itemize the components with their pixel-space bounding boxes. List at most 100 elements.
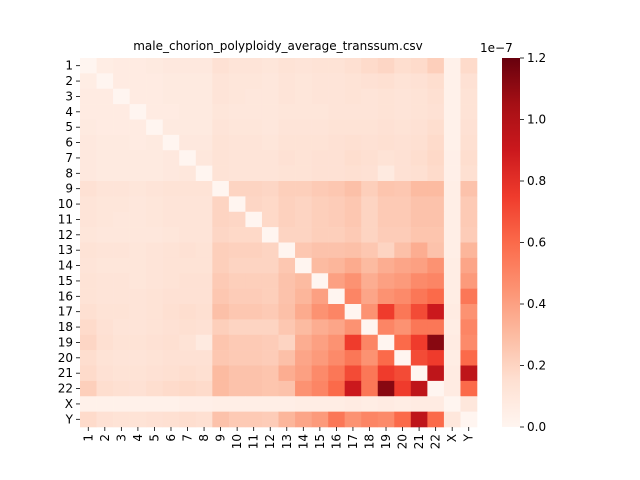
heatmap-cell-2-7 (179, 73, 197, 90)
heatmap-cell-21-18 (361, 365, 379, 382)
heatmap-cell-9-16 (328, 181, 345, 197)
heatmap-cell-8-11 (245, 165, 263, 182)
heatmap-cell-20-19 (377, 350, 395, 366)
heatmap-cell-22-1 (80, 380, 97, 397)
y-tick-label-3: 3 (65, 89, 73, 103)
heatmap-cell-13-5 (146, 242, 164, 259)
heatmap-cell-X-19 (377, 396, 395, 412)
heatmap-cell-10-8 (195, 196, 213, 213)
heatmap-cell-12-19 (377, 227, 395, 243)
heatmap-cell-4-21 (410, 104, 428, 120)
heatmap-cell-20-4 (129, 350, 147, 366)
y-tick-label-20: 20 (58, 351, 73, 365)
heatmap-cell-20-3 (113, 350, 130, 366)
chart-title: male_chorion_polyploidy_average_transsum… (133, 39, 423, 53)
heatmap-cell-5-18 (361, 119, 379, 136)
heatmap-cell-4-19 (377, 104, 395, 120)
heatmap-cell-16-3 (113, 288, 130, 305)
heatmap-cell-6-8 (195, 134, 213, 151)
y-tick-label-8: 8 (65, 166, 73, 180)
heatmap-cell-Y-2 (96, 411, 114, 428)
heatmap-cell-22-4 (129, 380, 147, 397)
heatmap-cell-21-13 (278, 365, 296, 382)
heatmap-cell-13-16 (328, 242, 345, 259)
heatmap-cell-1-7 (179, 58, 197, 74)
heatmap-cell-5-22 (427, 119, 445, 136)
heatmap-cell-16-4 (129, 288, 147, 305)
colorbar-exponent-label: 1e−7 (480, 41, 513, 55)
heatmap-cell-6-20 (394, 134, 412, 151)
x-tick-label-16: 16 (329, 434, 343, 449)
y-tick-label-21: 21 (58, 366, 73, 380)
x-tick-label-Y: Y (462, 433, 476, 442)
heatmap-cell-11-11 (245, 211, 263, 228)
heatmap-cell-9-8 (195, 181, 213, 197)
y-tick-label-15: 15 (58, 274, 73, 288)
heatmap-cell-16-5 (146, 288, 164, 305)
heatmap-cell-2-21 (410, 73, 428, 90)
heatmap-cell-13-15 (311, 242, 329, 259)
heatmap-cell-7-20 (394, 150, 412, 166)
heatmap-cell-17-20 (394, 304, 412, 320)
heatmap-cell-10-18 (361, 196, 379, 213)
heatmap-cell-17-13 (278, 304, 296, 320)
heatmap-cell-13-4 (129, 242, 147, 259)
y-tick-label-12: 12 (58, 228, 73, 242)
heatmap-cell-Y-Y (460, 411, 478, 428)
y-tick-label-10: 10 (58, 197, 73, 211)
heatmap-cell-15-21 (410, 273, 428, 289)
heatmap-cell-1-19 (377, 58, 395, 74)
heatmap-cell-Y-15 (311, 411, 329, 428)
heatmap-cell-16-14 (295, 288, 312, 305)
heatmap-cell-20-15 (311, 350, 329, 366)
heatmap-cell-15-16 (328, 273, 345, 289)
heatmap-cell-Y-22 (427, 411, 445, 428)
heatmap-cell-12-1 (80, 227, 97, 243)
heatmap-cell-4-X (443, 104, 461, 120)
heatmap-cell-12-2 (96, 227, 114, 243)
heatmap-cell-4-20 (394, 104, 412, 120)
heatmap-cell-17-Y (460, 304, 478, 320)
heatmap-cell-3-10 (228, 88, 246, 105)
heatmap-cell-9-6 (162, 181, 180, 197)
heatmap-cell-20-12 (261, 350, 279, 366)
heatmap-cell-4-7 (179, 104, 197, 120)
y-tick-label-13: 13 (58, 243, 73, 257)
heatmap-cell-13-19 (377, 242, 395, 259)
heatmap-cell-6-7 (179, 134, 197, 151)
heatmap-cell-1-10 (228, 58, 246, 74)
heatmap-cell-1-13 (278, 58, 296, 74)
heatmap-cell-16-22 (427, 288, 445, 305)
heatmap-cell-7-17 (344, 150, 362, 166)
heatmap-cell-19-7 (179, 334, 197, 351)
heatmap-cell-16-9 (212, 288, 230, 305)
heatmap-cell-12-11 (245, 227, 263, 243)
heatmap-cell-18-Y (460, 319, 478, 336)
heatmap-cell-6-14 (295, 134, 312, 151)
heatmap-cell-12-7 (179, 227, 197, 243)
heatmap-cell-9-20 (394, 181, 412, 197)
heatmap-cell-19-8 (195, 334, 213, 351)
heatmap-cell-2-22 (427, 73, 445, 90)
heatmap-cell-9-19 (377, 181, 395, 197)
heatmap-cell-13-2 (96, 242, 114, 259)
heatmap-cell-8-18 (361, 165, 379, 182)
heatmap-cell-X-8 (195, 396, 213, 412)
heatmap-cell-2-2 (96, 73, 114, 90)
heatmap-cell-13-20 (394, 242, 412, 259)
heatmap-cell-21-6 (162, 365, 180, 382)
heatmap-cell-2-6 (162, 73, 180, 90)
heatmap-cell-10-5 (146, 196, 164, 213)
x-tick-label-8: 8 (197, 434, 211, 442)
heatmap-cell-5-9 (212, 119, 230, 136)
heatmap-cell-1-2 (96, 58, 114, 74)
heatmap-cell-X-5 (146, 396, 164, 412)
heatmap-cell-21-Y (460, 365, 478, 382)
heatmap-cell-X-18 (361, 396, 379, 412)
x-tick-label-5: 5 (147, 434, 161, 442)
heatmap-cell-13-Y (460, 242, 478, 259)
heatmap-cell-22-12 (261, 380, 279, 397)
heatmap-cell-9-9 (212, 181, 230, 197)
colorbar-tick-label-3: 0.6 (527, 236, 546, 250)
heatmap-cell-16-Y (460, 288, 478, 305)
